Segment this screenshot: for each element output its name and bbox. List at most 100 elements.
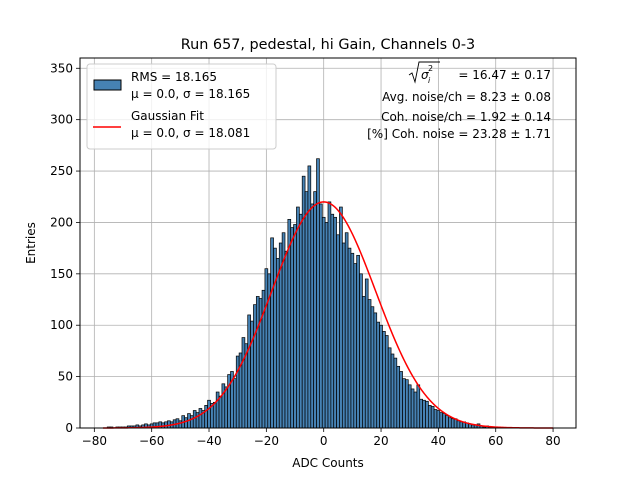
histogram-bar (198, 408, 203, 429)
histogram-bar (384, 335, 389, 429)
histogram-bar (284, 250, 289, 429)
histogram-bar (362, 296, 366, 429)
sigma-superscript: 2 (428, 64, 433, 73)
histogram-bar (184, 417, 188, 429)
annotation-total-noise: σ i 2 = 16.47 ± 0.17 (408, 61, 551, 85)
histogram-bar (233, 378, 237, 429)
y-tick-label: 300 (50, 113, 73, 127)
histogram-bar (439, 412, 444, 429)
histogram-bar (296, 206, 300, 429)
y-tick-label: 0 (65, 421, 73, 435)
histogram-bar (413, 391, 418, 429)
histogram-bar (253, 304, 257, 429)
histogram-bar (167, 420, 171, 429)
annotation-coh-noise-percent: [%] Coh. noise = 23.28 ± 1.71 (367, 127, 551, 141)
sigma-symbol: σ (421, 68, 429, 82)
histogram-bar (422, 399, 426, 429)
histogram-bar (370, 306, 375, 429)
histogram-bar (347, 247, 352, 429)
histogram-bar (319, 203, 323, 429)
histogram-bar (382, 331, 386, 429)
legend-histogram-params: μ = 0.0, σ = 18.165 (131, 87, 250, 101)
histogram-bar (419, 398, 423, 429)
histogram-bar (247, 314, 251, 429)
legend-histogram-swatch (93, 79, 122, 91)
y-tick-label: 250 (50, 164, 73, 178)
histogram-bar (393, 357, 398, 429)
x-tick-label: −40 (196, 434, 221, 448)
x-tick-label: −60 (139, 434, 164, 448)
histogram-bar (264, 268, 269, 429)
y-tick-label: 350 (50, 61, 73, 75)
histogram-bar (330, 213, 335, 429)
histogram-bar (350, 252, 355, 429)
histogram-bar (221, 383, 226, 429)
histogram-bar (442, 413, 446, 429)
legend: RMS = 18.165 μ = 0.0, σ = 18.165 Gaussia… (86, 63, 277, 150)
histogram-bar (293, 224, 297, 429)
histogram-bar (310, 203, 315, 429)
histogram-bar (313, 191, 317, 429)
y-tick-label: 150 (50, 267, 73, 281)
x-tick-label: 80 (545, 434, 560, 448)
histogram-bar (304, 191, 309, 429)
histogram-bar (207, 399, 211, 429)
histogram-bar (224, 386, 229, 429)
x-tick-label: −80 (82, 434, 107, 448)
y-axis-ticks: 0 50 100 150 200 250 300 350 (50, 61, 80, 435)
histogram-bar (433, 409, 438, 429)
histogram-bar (390, 353, 395, 429)
histogram-bar (379, 324, 383, 429)
histogram-bar (218, 395, 223, 429)
x-tick-label: 40 (431, 434, 446, 448)
histogram-bar (290, 227, 294, 429)
histogram-bar (190, 415, 194, 429)
histogram-bar (333, 216, 337, 429)
y-tick-label: 50 (58, 370, 73, 384)
histogram-bar (364, 278, 369, 429)
histogram-bar (373, 312, 378, 429)
noise-annotations: σ i 2 = 16.47 ± 0.17 Avg. noise/ch = 8.2… (367, 61, 551, 141)
histogram-bar (276, 258, 280, 429)
histogram-bar (270, 237, 274, 429)
x-tick-label: −20 (254, 434, 279, 448)
y-tick-label: 100 (50, 318, 73, 332)
histogram-bar (204, 405, 208, 429)
histogram-bar (356, 254, 360, 429)
histogram-bar (425, 400, 429, 429)
histogram-bar (344, 232, 349, 429)
histogram-bar (298, 213, 303, 429)
histogram-bar (448, 417, 452, 429)
histogram-bar (396, 365, 401, 429)
histogram-bar (445, 415, 449, 429)
plot-frame (79, 57, 577, 429)
histogram-bar (316, 158, 320, 429)
histogram-bar (402, 378, 406, 429)
histogram-bar (367, 299, 372, 429)
legend-fit-label: Gaussian Fit (131, 109, 204, 123)
x-axis-label: ADC Counts (292, 456, 364, 470)
histogram-bar (459, 421, 464, 429)
histogram-bar (410, 388, 415, 429)
legend-histogram-label: RMS = 18.165 (131, 70, 217, 84)
histogram-bar (430, 406, 435, 429)
histogram-bar (321, 216, 326, 429)
histogram-bar (339, 206, 343, 429)
y-tick-label: 200 (50, 215, 73, 229)
annotation-avg-noise: Avg. noise/ch = 8.23 ± 0.08 (382, 90, 551, 104)
histogram-bar (450, 418, 455, 429)
histogram-bar (456, 420, 461, 429)
histogram-bar (416, 384, 421, 429)
histogram-bar (359, 273, 363, 429)
histogram-bar (405, 379, 409, 429)
histogram-bar (215, 391, 220, 429)
histogram-bar (427, 405, 432, 429)
histogram-bar (301, 175, 306, 429)
sigma-subscript: i (428, 76, 431, 85)
histogram-bar (399, 371, 403, 429)
histogram-bar (324, 222, 329, 429)
annotation-total-noise-value: = 16.47 ± 0.17 (455, 68, 551, 82)
legend-frame (86, 63, 277, 150)
x-tick-label: 60 (488, 434, 503, 448)
gaussian-fit-curve (102, 201, 554, 429)
